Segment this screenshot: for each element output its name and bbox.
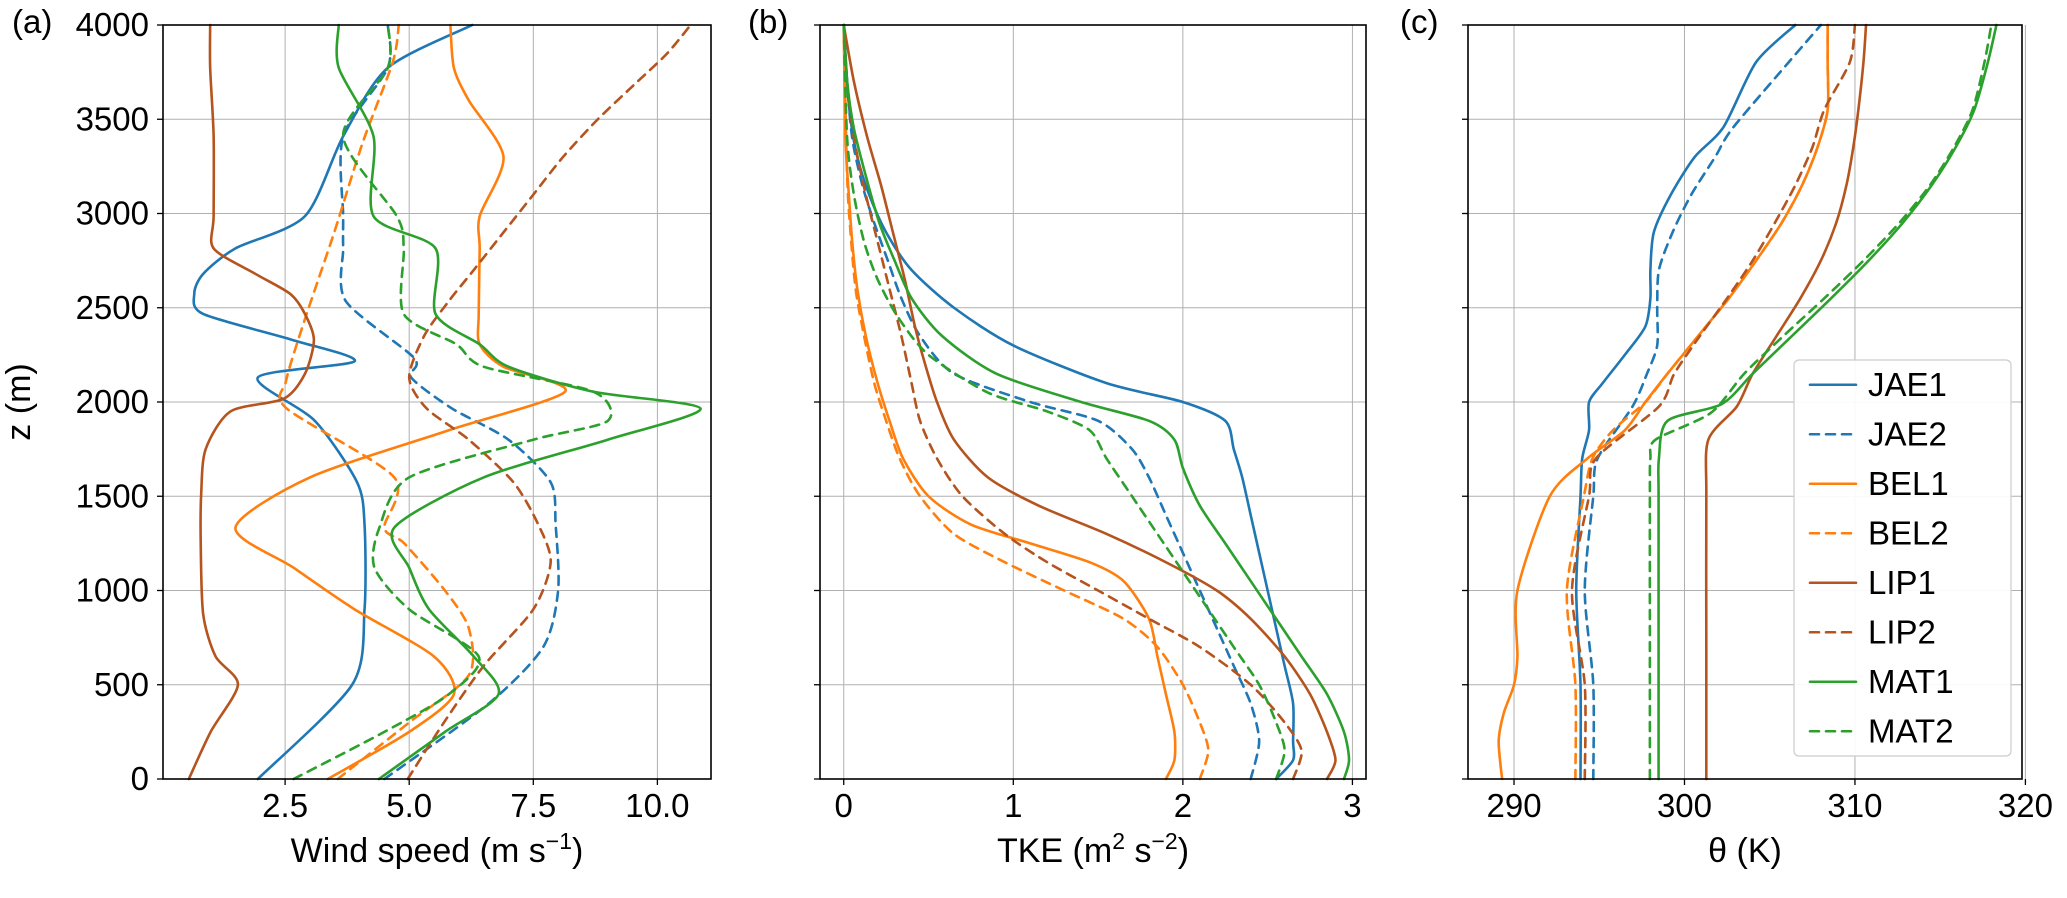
svg-text:3500: 3500 xyxy=(76,100,149,137)
svg-text:MAT2: MAT2 xyxy=(1868,712,1954,749)
svg-text:z (m): z (m) xyxy=(0,363,38,440)
svg-text:BEL2: BEL2 xyxy=(1868,514,1949,551)
svg-text:1: 1 xyxy=(1004,787,1022,824)
svg-text:MAT1: MAT1 xyxy=(1868,663,1954,700)
svg-text:320: 320 xyxy=(1998,787,2053,824)
svg-text:BEL1: BEL1 xyxy=(1868,465,1949,502)
svg-text:500: 500 xyxy=(94,666,149,703)
svg-text:290: 290 xyxy=(1486,787,1541,824)
svg-text:2: 2 xyxy=(1174,787,1192,824)
svg-text:0: 0 xyxy=(835,787,853,824)
svg-text:5.0: 5.0 xyxy=(386,787,432,824)
svg-text:4000: 4000 xyxy=(76,6,149,43)
svg-text:JAE2: JAE2 xyxy=(1868,415,1947,452)
svg-text:300: 300 xyxy=(1657,787,1712,824)
svg-text:2000: 2000 xyxy=(76,383,149,420)
svg-text:Wind speed (m s−1): Wind speed (m s−1) xyxy=(291,828,584,870)
svg-text:10.0: 10.0 xyxy=(625,787,689,824)
svg-text:2.5: 2.5 xyxy=(262,787,308,824)
svg-text:3000: 3000 xyxy=(76,195,149,232)
svg-text:(b): (b) xyxy=(748,3,788,40)
svg-text:1000: 1000 xyxy=(76,572,149,609)
svg-text:1500: 1500 xyxy=(76,477,149,514)
svg-text:LIP2: LIP2 xyxy=(1868,613,1936,650)
svg-text:LIP1: LIP1 xyxy=(1868,564,1936,601)
svg-text:310: 310 xyxy=(1827,787,1882,824)
svg-text:7.5: 7.5 xyxy=(510,787,556,824)
svg-text:JAE1: JAE1 xyxy=(1868,366,1947,403)
svg-text:(a): (a) xyxy=(12,3,52,40)
svg-text:θ (K): θ (K) xyxy=(1708,832,1782,870)
svg-text:3: 3 xyxy=(1343,787,1361,824)
svg-text:2500: 2500 xyxy=(76,289,149,326)
svg-text:0: 0 xyxy=(131,760,149,797)
svg-text:(c): (c) xyxy=(1400,3,1438,40)
